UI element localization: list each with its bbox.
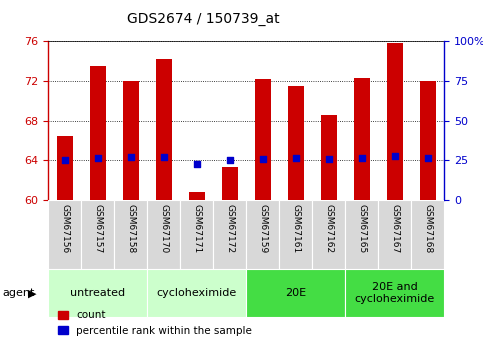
Point [226,158,234,163]
FancyBboxPatch shape [81,200,114,269]
Text: GSM67165: GSM67165 [357,204,366,253]
Text: untreated: untreated [70,288,126,298]
Text: GSM67158: GSM67158 [127,204,135,253]
Text: GSM67159: GSM67159 [258,204,267,253]
Text: GSM67168: GSM67168 [424,204,432,253]
Legend: count, percentile rank within the sample: count, percentile rank within the sample [54,306,256,340]
Text: GDS2674 / 150739_at: GDS2674 / 150739_at [127,12,279,26]
FancyBboxPatch shape [48,200,81,269]
FancyBboxPatch shape [279,200,313,269]
Bar [156,59,172,200]
Point [127,155,135,160]
Point [391,154,399,159]
Text: ▶: ▶ [28,288,36,298]
Point [325,156,333,161]
Bar [255,79,271,200]
Bar [188,192,205,200]
Text: cycloheximide: cycloheximide [156,288,237,298]
Bar [321,115,337,200]
Text: GSM67157: GSM67157 [93,204,102,253]
FancyBboxPatch shape [345,269,444,317]
Text: 20E: 20E [285,288,306,298]
FancyBboxPatch shape [246,269,345,317]
FancyBboxPatch shape [147,200,180,269]
Text: agent: agent [2,288,35,298]
Bar [89,66,106,200]
FancyBboxPatch shape [345,200,378,269]
Bar [57,136,73,200]
FancyBboxPatch shape [246,200,279,269]
Point [358,155,366,161]
FancyBboxPatch shape [378,200,412,269]
Text: 20E and
cycloheximide: 20E and cycloheximide [355,283,435,304]
Text: GSM67170: GSM67170 [159,204,168,253]
Bar [386,43,403,200]
Bar [222,167,238,200]
Text: GSM67167: GSM67167 [390,204,399,253]
Point [292,155,299,161]
Point [160,155,168,160]
FancyBboxPatch shape [114,200,147,269]
Point [61,158,69,163]
Point [193,162,201,167]
Text: GSM67162: GSM67162 [325,204,333,253]
Bar [287,86,304,200]
FancyBboxPatch shape [147,269,246,317]
Point [424,155,432,161]
Text: GSM67171: GSM67171 [192,204,201,253]
Text: GSM67161: GSM67161 [291,204,300,253]
Bar [123,81,139,200]
Point [259,156,267,161]
FancyBboxPatch shape [313,200,345,269]
Bar [420,81,436,200]
FancyBboxPatch shape [48,269,147,317]
FancyBboxPatch shape [213,200,246,269]
Point [94,155,102,161]
Text: GSM67172: GSM67172 [226,204,234,253]
Bar [354,78,370,200]
FancyBboxPatch shape [412,200,444,269]
Text: GSM67156: GSM67156 [60,204,69,253]
FancyBboxPatch shape [180,200,213,269]
